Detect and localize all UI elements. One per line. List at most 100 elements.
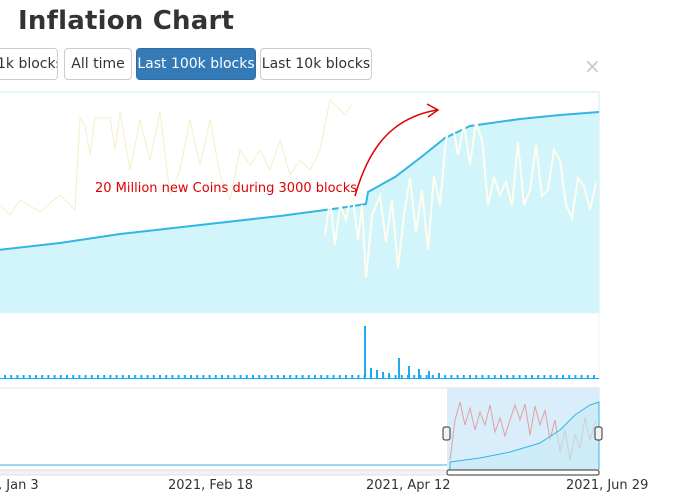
block-reward-bar [252,375,254,378]
range-button-last-100k[interactable]: Last 100k blocks [136,48,256,80]
block-reward-bar [177,375,180,378]
block-reward-bar [469,375,471,378]
block-reward-bar [66,375,68,378]
block-reward-bar [338,375,341,378]
block-reward-bar [283,375,285,378]
block-reward-bar [574,375,577,378]
block-reward-bar [264,375,267,378]
block-reward-bar [84,375,87,378]
block-reward-bar [41,375,44,378]
block-reward-bar [233,375,236,378]
block-reward-bar [314,375,316,378]
block-reward-bar [22,375,25,378]
block-reward-bar [524,375,527,378]
close-icon[interactable]: × [584,54,601,78]
block-reward-bar [419,375,422,378]
block-reward-bar [208,375,211,378]
block-reward-bar [475,375,478,378]
block-reward-bar [418,369,420,378]
xaxis-label: 2021, Jun 29 [566,478,649,493]
inflation-line-left [0,98,353,216]
block-reward-bar [146,375,149,378]
xaxis-label: 2021, Feb 18 [168,478,254,493]
block-reward-bar [568,375,571,378]
page-title: Inflation Chart [18,6,235,36]
block-reward-bar [431,375,434,378]
range-button-1k[interactable]: 1k blocks [0,48,58,80]
block-reward-bar [59,375,62,378]
block-reward-bar [394,375,397,378]
block-reward-bar [16,375,19,378]
block-reward-bar [549,375,552,378]
block-reward-bar [53,375,56,378]
xaxis-label: 2021, Apr 12 [366,478,451,493]
block-reward-bar [537,375,540,378]
block-reward-bar [364,326,366,378]
block-reward-bar [425,375,428,378]
block-reward-bar [357,375,360,378]
block-reward-bar [345,375,347,378]
block-reward-bar [398,358,400,378]
range-button-all-time[interactable]: All time [64,48,132,80]
block-reward-bar [487,375,490,378]
block-reward-bar [518,375,521,378]
supply-line [0,111,600,251]
block-reward-bar [301,375,304,378]
block-reward-bar [586,375,589,378]
block-reward-bar [555,375,558,378]
block-reward-bar [307,375,310,378]
block-reward-bar [115,375,118,378]
block-reward-bar [28,375,31,378]
block-reward-bar [239,375,242,378]
block-reward-bar [376,370,378,378]
block-reward-bar [221,375,223,378]
range-button-last-10k[interactable]: Last 10k blocks [260,48,372,80]
block-reward-bar [351,375,354,378]
block-reward-bar [72,375,75,378]
block-reward-bar [289,375,292,378]
block-reward-bar [171,375,174,378]
block-reward-bar [121,375,124,378]
block-reward-bar [196,375,199,378]
block-reward-bar [295,375,298,378]
block-reward-bar [97,375,99,378]
block-reward-bar [462,375,465,378]
block-reward-bar [270,375,273,378]
block-reward-bar [245,375,248,378]
xaxis-label: , Jan 3 [0,478,39,493]
block-reward-panel [0,312,600,380]
block-reward-bar [593,375,595,378]
block-reward-bar [512,375,515,378]
block-reward-bar [140,375,143,378]
block-reward-bar [152,375,155,378]
block-reward-bar [531,375,533,378]
block-reward-bars [4,326,595,378]
block-reward-bar [214,375,217,378]
block-reward-bar [159,375,161,378]
block-reward-bar [109,375,112,378]
block-reward-bar [438,373,440,378]
block-reward-bar [388,373,390,378]
block-reward-bar [4,375,6,378]
block-reward-bar [506,375,509,378]
block-reward-bar [35,375,37,378]
block-reward-bar [444,375,447,378]
block-reward-bar [580,375,583,378]
block-reward-bar [103,375,106,378]
block-reward-bar [128,375,130,378]
navigator-scrollbar-thumb[interactable] [446,469,600,476]
supply-area [0,112,599,313]
navigator-right-handle[interactable] [594,426,603,441]
block-reward-bar [450,375,453,378]
block-reward-bar [134,375,137,378]
block-reward-bar [10,375,13,378]
block-reward-bar [276,375,279,378]
block-reward-bar [78,375,81,378]
block-reward-bar [190,375,192,378]
block-reward-bar [183,375,186,378]
block-reward-bar [543,375,546,378]
block-reward-bar [165,375,168,378]
block-reward-bar [332,375,335,378]
navigator-left-handle[interactable] [442,426,451,441]
